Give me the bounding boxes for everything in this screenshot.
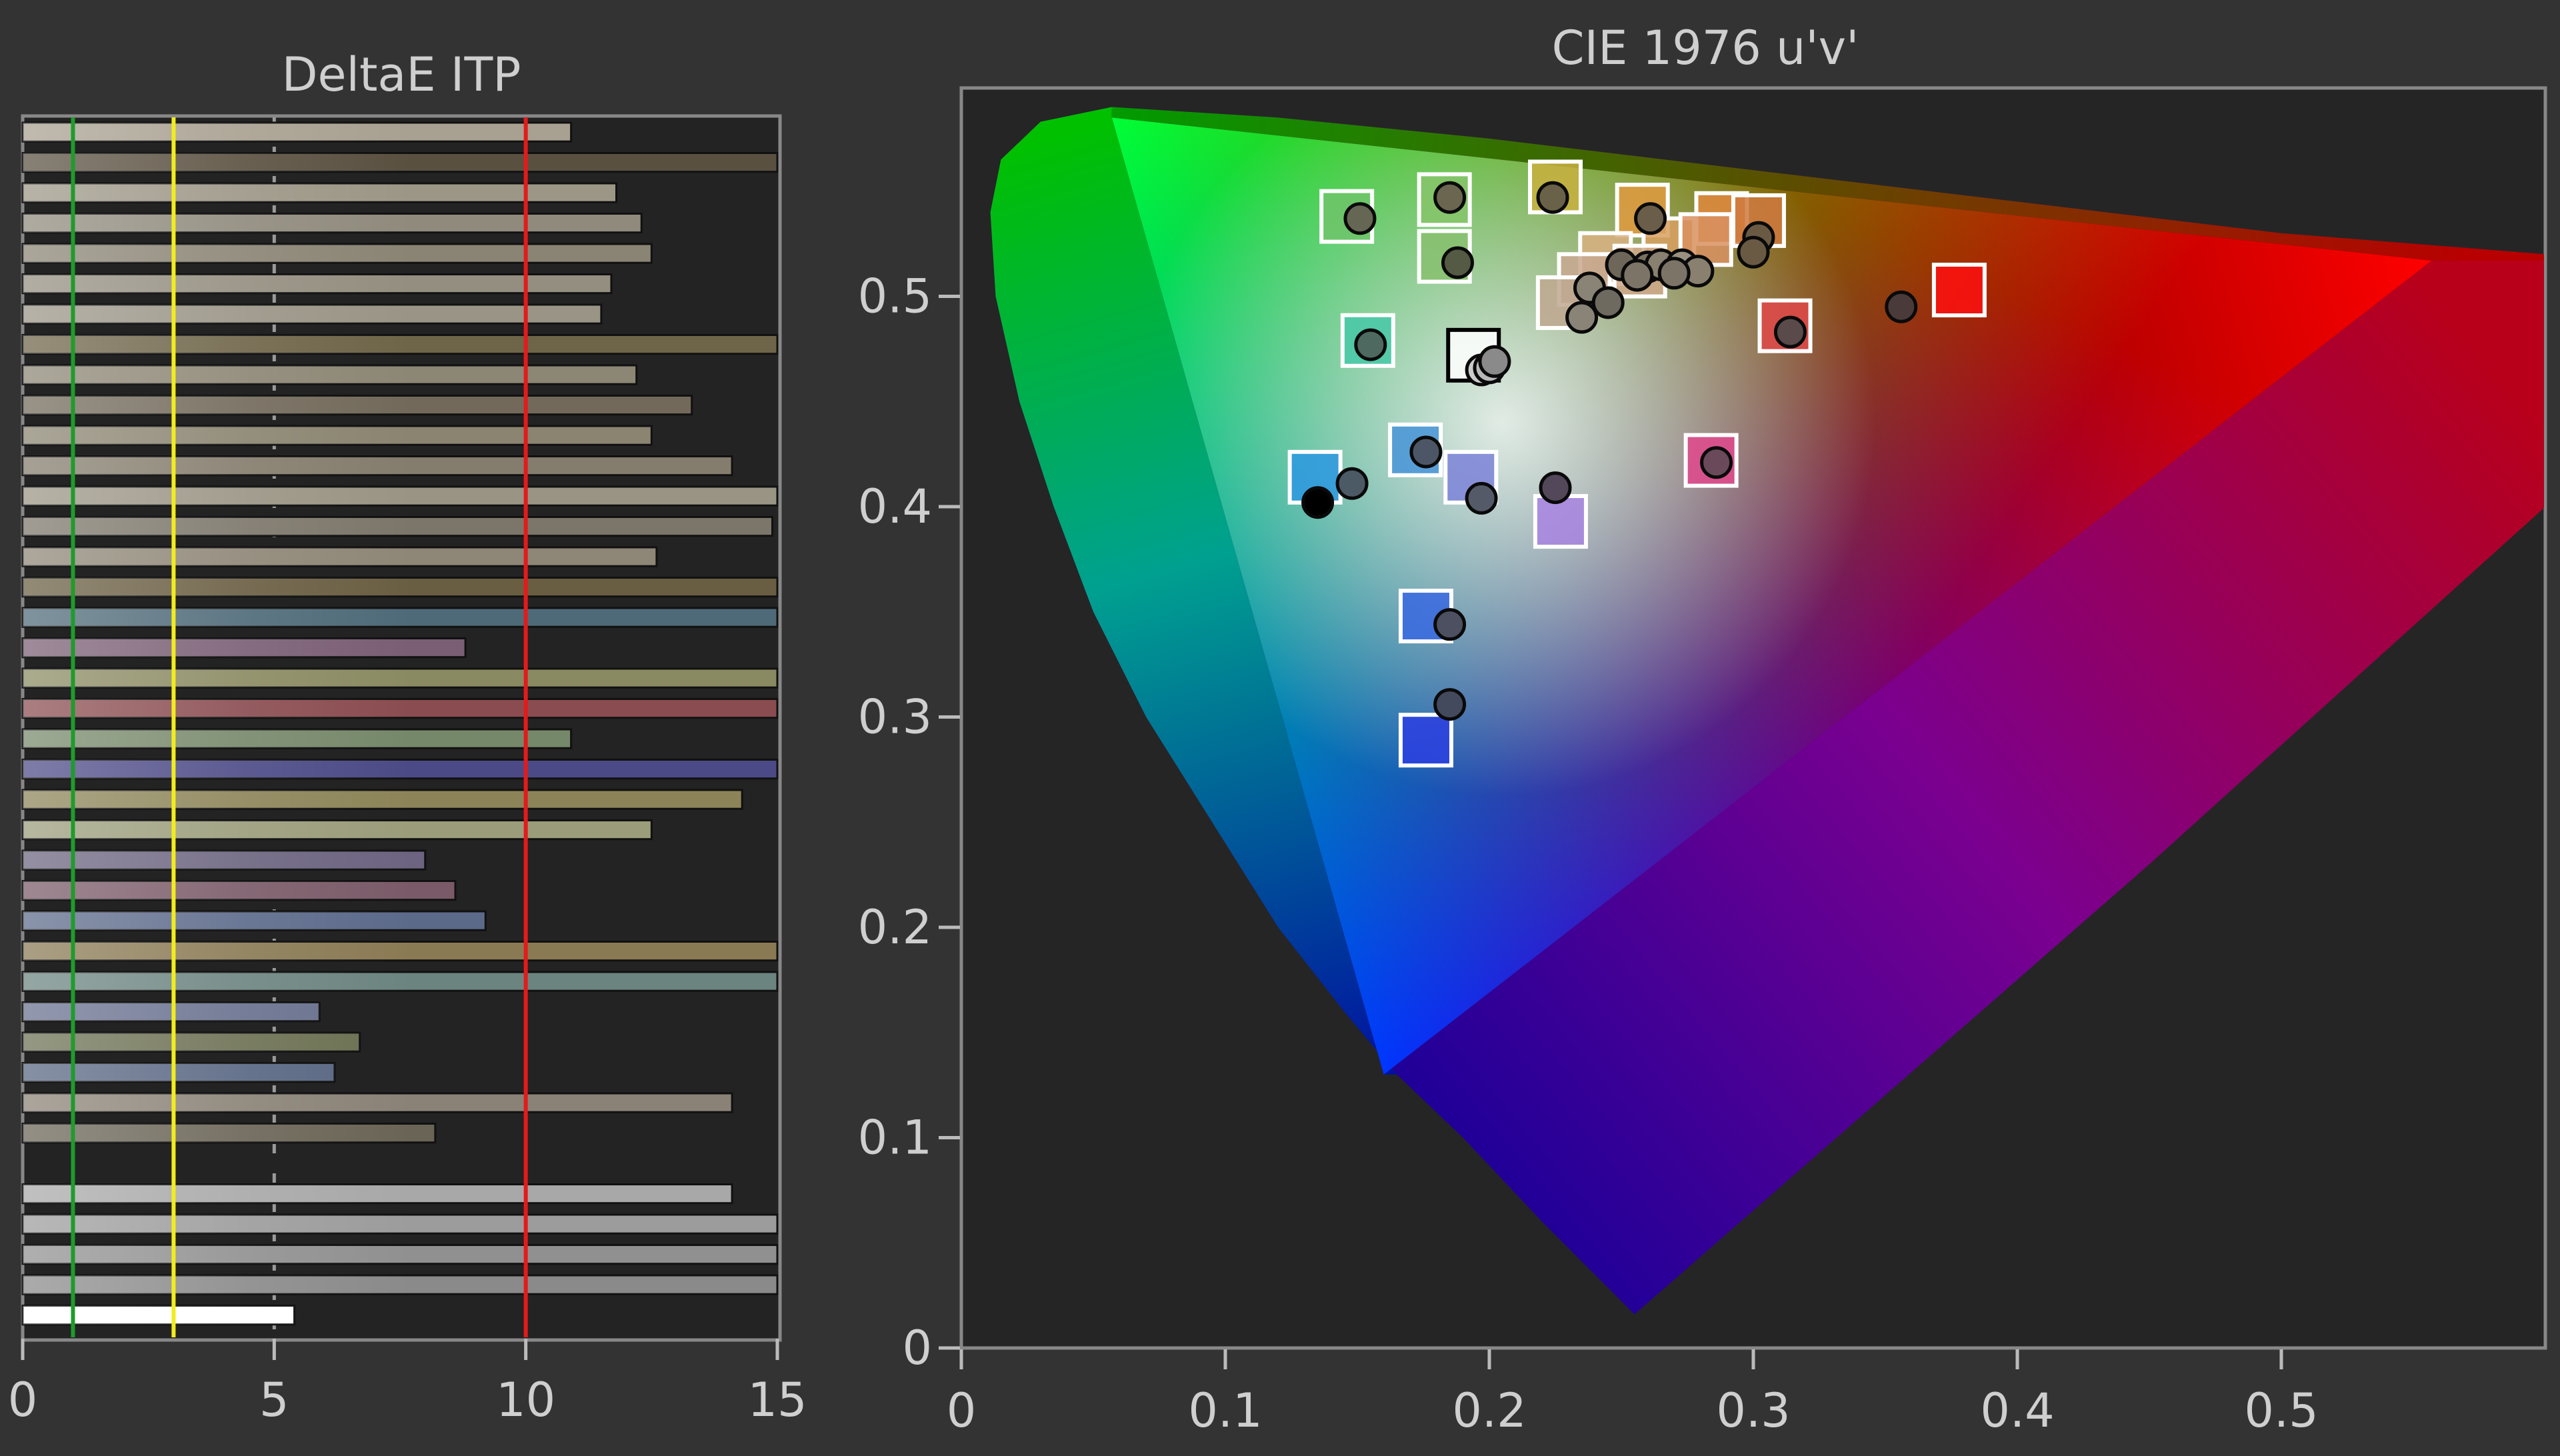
target-square [1398,713,1453,768]
measured-point [1591,286,1625,319]
target-square [1533,494,1588,549]
cie-y-tick-label: 0.2 [858,900,932,955]
deltae-bar-sheen [23,426,652,445]
deltae-bar-sheen [23,1002,320,1021]
cie-axes: 0 0.1 0.2 0.3 0.4 0.5 0 0.1 0.2 0.3 0.4 0.5 [858,269,2319,1439]
measured-point [1433,608,1467,641]
deltae-x-tick-label: 10 [496,1373,555,1427]
measured-point [1441,246,1474,279]
deltae-bar-sheen [23,911,486,931]
deltae-bars [21,121,779,1326]
measured-point [1565,301,1599,334]
deltae-bar-sheen [23,213,642,233]
deltae-bar-sheen [23,881,456,900]
deltae-bar-sheen [23,395,692,415]
measured-point [1465,481,1498,515]
deltae-bar-sheen [23,274,611,293]
measured-point [1539,471,1572,505]
deltae-bar-sheen [23,1245,777,1264]
gamut-triangle [1111,117,2432,1075]
target-square [1731,193,1786,248]
deltae-bar-sheen [23,305,601,324]
measured-point [1737,235,1770,269]
deltae-bar-sheen [23,487,777,506]
measured-point [1433,688,1467,721]
deltae-bar-sheen [23,608,777,627]
measured-point [1354,328,1387,361]
gamut-outer-top [1111,107,2544,261]
deltae-bar-sheen [23,365,637,385]
deltae-bar-sheen [23,577,777,597]
deltae-bar-sheen [23,1275,777,1295]
deltae-chart-title: DeltaE ITP [282,47,521,102]
deltae-bar-sheen [23,669,777,688]
cie-y-tick-label: 0 [902,1321,932,1375]
deltae-bar-sheen [23,941,777,961]
deltae-reference-lines [71,117,528,1337]
cie-x-tick-label: 0 [947,1383,977,1438]
deltae-bar-sheen [23,517,773,536]
measured-point [1621,259,1654,292]
deltae-bar-sheen [23,759,777,779]
deltae-bar-sheen [23,547,657,567]
deltae-bar-sheen [23,790,743,809]
deltae-bar-sheen [23,456,733,475]
measured-point [1657,257,1691,290]
measured-point [1301,486,1335,519]
measured-points [1301,181,1918,721]
deltae-bar-sheen [23,1063,335,1082]
measured-point [1343,202,1377,235]
cie-x-tick-label: 0.5 [2244,1383,2318,1438]
deltae-bar-sheen [23,851,425,870]
cie-y-tick-label: 0.3 [858,690,932,745]
measured-point [1433,181,1467,214]
deltae-bar-sheen [23,244,652,263]
measured-point [1885,290,1918,323]
deltae-bar-sheen [23,153,777,172]
measured-point [1335,467,1369,500]
deltae-bar-sheen [23,183,617,203]
gamut-diagram [990,107,2544,1315]
gamut-layers [990,107,2544,1315]
deltae-bar-sheen [23,1184,733,1203]
cie-chart-title: CIE 1976 u'v' [1552,21,1859,75]
deltae-bar-sheen [23,123,571,142]
deltae-bar-sheen [23,638,466,657]
deltae-x-tick-label: 15 [747,1373,807,1427]
measured-point [1409,435,1443,469]
deltae-bar-sheen [23,729,571,749]
deltae-bar-sheen [23,1215,777,1234]
cie-x-tick-label: 0.3 [1716,1383,1790,1438]
cie-y-tick-label: 0.1 [858,1111,932,1165]
measured-point [1773,315,1807,349]
deltae-x-axis: 0 5 10 15 [8,1339,807,1427]
measured-point [1700,446,1733,479]
cie-x-tick-label: 0.1 [1188,1383,1262,1438]
cie-y-tick-label: 0.4 [858,479,932,534]
deltae-bar-sheen [23,1123,435,1143]
measured-point [1478,345,1511,378]
gamut-outer-left [990,107,1397,1075]
measured-point [1634,202,1667,235]
target-square [1931,263,1987,318]
deltae-x-tick-label: 5 [259,1373,289,1427]
deltae-x-tick-label: 0 [8,1373,38,1427]
measured-point [1536,181,1569,214]
deltae-plot-area [21,114,782,1342]
cie-x-tick-label: 0.4 [1980,1383,2054,1438]
cie-x-tick-label: 0.2 [1452,1383,1526,1438]
deltae-bar-sheen [23,699,777,718]
deltae-bar-sheen [23,1305,295,1325]
deltae-bar-sheen [23,972,777,991]
deltae-bar-sheen [23,1093,733,1113]
deltae-bar-sheen [23,1033,360,1052]
cie-y-tick-label: 0.5 [858,269,932,324]
deltae-bar-sheen [23,820,652,839]
deltae-bar-sheen [23,335,777,354]
